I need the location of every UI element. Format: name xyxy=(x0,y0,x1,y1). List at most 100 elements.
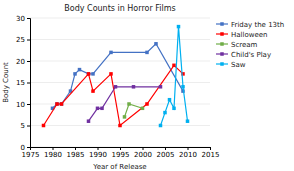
tick: 2005 xyxy=(157,147,175,159)
tick-label: 1975 xyxy=(22,151,40,159)
marker xyxy=(109,72,113,76)
tick-label: 2010 xyxy=(179,151,197,159)
grid-line xyxy=(30,39,210,40)
tick-mark xyxy=(165,147,166,150)
marker xyxy=(159,85,163,89)
marker xyxy=(60,102,64,106)
marker xyxy=(118,124,122,128)
tick-mark xyxy=(27,61,30,62)
axis-line xyxy=(27,19,31,148)
legend-item: Friday the 13th xyxy=(216,21,284,29)
x-axis-label: Year of Release xyxy=(92,163,146,171)
tick: 1995 xyxy=(112,147,130,159)
marker xyxy=(87,72,91,76)
tick-mark xyxy=(120,147,121,150)
tick-mark xyxy=(143,147,144,150)
series-line xyxy=(44,65,184,125)
marker xyxy=(91,72,95,76)
marker xyxy=(114,85,118,89)
tick-mark xyxy=(210,147,211,150)
series-line xyxy=(125,104,143,117)
tick: 25 xyxy=(16,36,30,44)
marker xyxy=(163,111,167,115)
tick-mark xyxy=(27,40,30,41)
legend-label: Friday the 13th xyxy=(231,21,284,29)
legend-marker xyxy=(220,62,224,66)
grid-line xyxy=(30,18,210,19)
title: Body Counts in Horror Films xyxy=(64,4,175,13)
series xyxy=(87,85,163,123)
tick-mark xyxy=(75,147,76,150)
tick-label: 0 xyxy=(21,144,25,152)
tick-label: 30 xyxy=(16,15,25,23)
marker xyxy=(154,42,158,46)
tick-label: 25 xyxy=(16,36,25,44)
x-axis: 1975 1980 1985 1990 1995 2000 2005 2010 2015 xyxy=(22,147,220,159)
grid xyxy=(30,18,210,147)
tick-mark xyxy=(27,18,30,19)
marker xyxy=(172,107,176,111)
marker xyxy=(73,72,77,76)
legend-label: Scream xyxy=(231,41,258,49)
tick-label: 1980 xyxy=(44,151,62,159)
grid-line xyxy=(30,61,210,62)
legend-marker xyxy=(220,22,224,26)
series-line xyxy=(89,87,161,121)
marker xyxy=(100,107,104,111)
tick: 20 xyxy=(16,58,30,66)
legend-label: Child's Play xyxy=(231,51,271,59)
tick-label: 5 xyxy=(21,122,25,130)
legend-label: Saw xyxy=(231,61,246,69)
marker xyxy=(60,102,64,106)
marker xyxy=(181,85,185,89)
marker xyxy=(141,107,145,111)
series-line xyxy=(53,44,184,109)
series-line xyxy=(161,27,188,126)
tick: 2010 xyxy=(179,147,197,159)
tick-mark xyxy=(53,147,54,150)
marker xyxy=(91,89,95,93)
tick: 5 xyxy=(21,122,30,130)
marker xyxy=(109,51,113,55)
tick: 15 xyxy=(16,79,30,87)
marker xyxy=(87,72,91,76)
tick-label: 2000 xyxy=(134,151,152,159)
tick-label: 15 xyxy=(16,79,25,87)
marker xyxy=(168,98,172,102)
tick-mark xyxy=(27,126,30,127)
legend-marker xyxy=(220,52,224,56)
tick-label: 1990 xyxy=(89,151,107,159)
marker xyxy=(96,107,100,111)
series-group xyxy=(42,25,190,127)
series xyxy=(51,42,185,110)
legend-item: Saw xyxy=(216,61,246,69)
legend-item: Child's Play xyxy=(216,51,271,59)
y-axis-label: Body Count xyxy=(2,62,10,103)
tick: 10 xyxy=(16,101,30,109)
legend-item: Halloween xyxy=(216,31,268,39)
series xyxy=(123,102,145,118)
marker xyxy=(42,124,46,128)
chart: 1975198019851990199520002005201020150510… xyxy=(0,0,294,171)
tick: 2000 xyxy=(134,147,152,159)
tick-label: 2015 xyxy=(202,151,220,159)
tick-label: 1985 xyxy=(67,151,85,159)
marker xyxy=(55,102,59,106)
tick: 2015 xyxy=(202,147,220,159)
marker xyxy=(132,85,136,89)
marker xyxy=(55,102,59,106)
tick-mark xyxy=(27,83,30,84)
tick: 1980 xyxy=(44,147,62,159)
tick-mark xyxy=(188,147,189,150)
legend-marker xyxy=(220,42,224,46)
tick-label: 1995 xyxy=(112,151,130,159)
legend-item: Scream xyxy=(216,41,258,49)
tick: 1985 xyxy=(67,147,85,159)
tick-label: 2005 xyxy=(157,151,175,159)
y-axis: 0 5 10 15 20 25 30 xyxy=(16,15,30,152)
tick: 0 xyxy=(21,144,30,152)
tick-label: 10 xyxy=(16,101,25,109)
marker xyxy=(127,102,131,106)
marker xyxy=(87,119,91,123)
legend: Friday the 13th Halloween Scream Child's Pl… xyxy=(216,21,284,69)
